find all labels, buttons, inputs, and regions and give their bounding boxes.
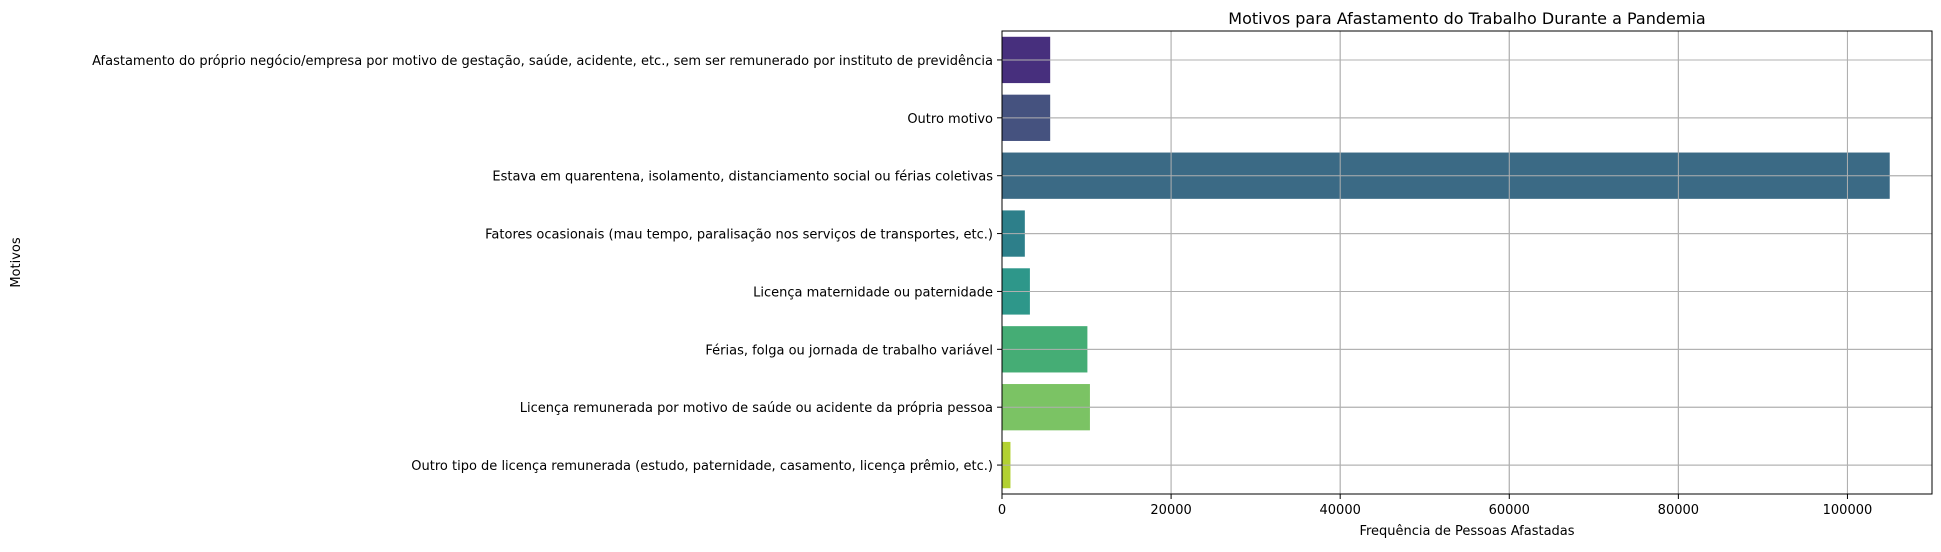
x-tick-label: 20000 [1150,503,1191,518]
axes [1001,30,1933,495]
y-tick-label: Afastamento do próprio negócio/empresa p… [92,54,993,69]
y-tick-label: Licença remunerada por motivo de saúde o… [520,401,993,416]
x-axis-ticks: 0 20000 40000 60000 80000 100000 [998,494,1872,518]
chart-title: Motivos para Afastamento do Trabalho Dur… [1228,9,1705,28]
y-axis-ticks: Afastamento do próprio negócio/empresa p… [92,54,1002,474]
x-tick-label: 80000 [1658,503,1699,518]
y-tick-label: Outro tipo de licença remunerada (estudo… [411,459,993,474]
grid-overlay [1001,31,1932,494]
y-axis-label: Motivos [9,237,24,288]
y-tick-label: Estava em quarentena, isolamento, distan… [492,170,993,185]
x-tick-label: 40000 [1320,503,1361,518]
grid-lines [1001,31,1932,494]
plot-frame [1001,30,1933,495]
x-tick-label: 60000 [1489,503,1530,518]
y-tick-label: Fatores ocasionais (mau tempo, paralisaç… [485,228,993,243]
y-tick-label: Outro motivo [907,112,993,127]
y-tick-label: Férias, folga ou jornada de trabalho var… [705,343,993,358]
x-tick-label: 0 [998,503,1006,518]
y-tick-label: Licença maternidade ou paternidade [753,285,993,300]
bars [1002,36,1890,489]
x-axis-label: Frequência de Pessoas Afastadas [1359,524,1574,539]
x-tick-label: 100000 [1823,503,1873,518]
